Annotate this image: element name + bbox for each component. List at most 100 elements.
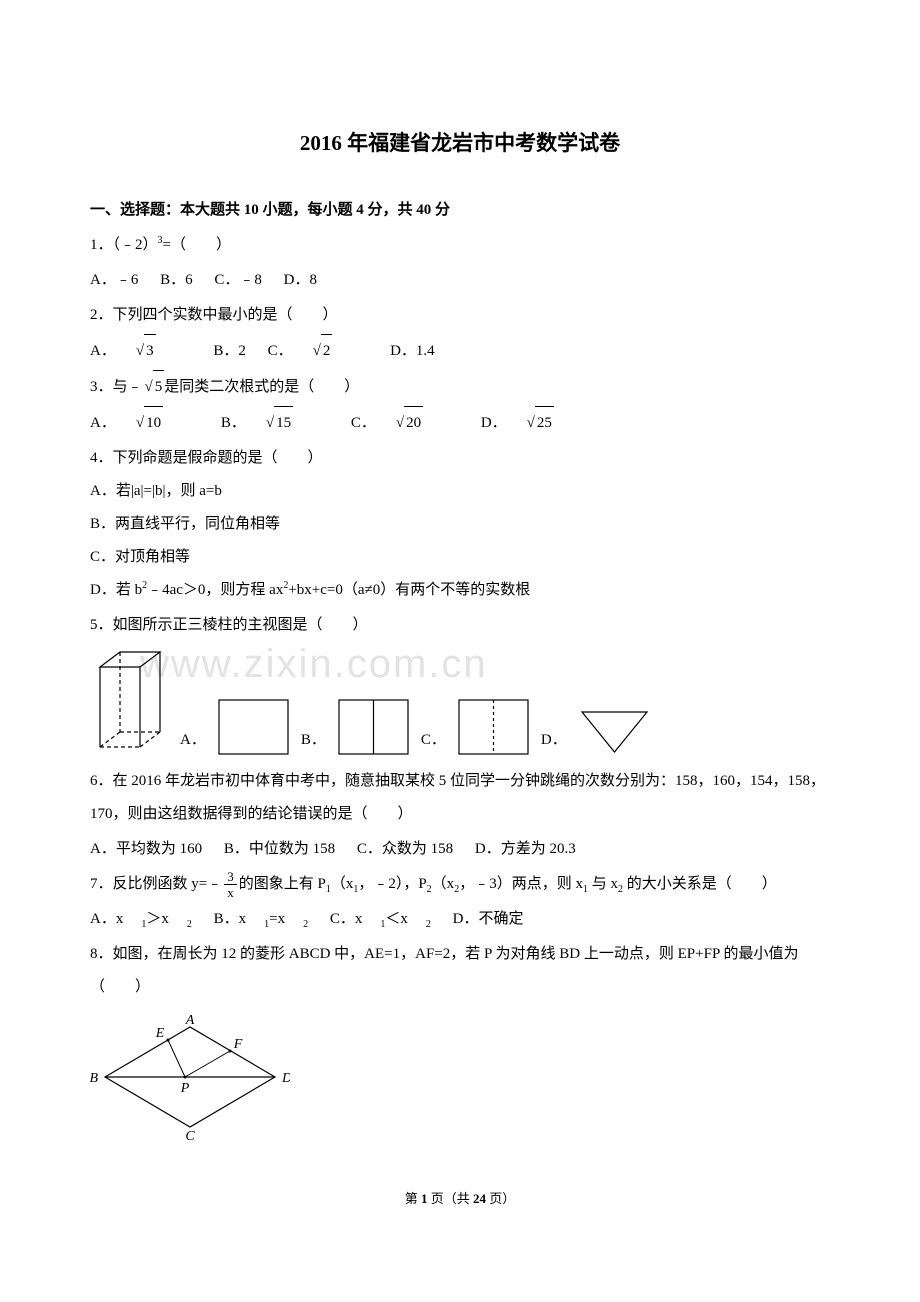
question-8: 8．如图，在周长为 12 的菱形 ABCD 中，AE=1，AF=2，若 P 为对… <box>90 938 830 1004</box>
q7-post: 的大小关系是（ ） <box>623 876 777 892</box>
q1-options: A．﹣6 B．6 C．﹣8 D．8 <box>90 264 830 297</box>
q2-optB: B．2 <box>213 343 246 359</box>
q3-pre: 3．与﹣ <box>90 379 143 395</box>
footer-post: 页） <box>486 1191 515 1206</box>
q5-optC-figure <box>456 697 531 757</box>
q7-p2b: ，﹣3）两点，则 x <box>459 876 583 892</box>
svg-text:F: F <box>233 1037 243 1052</box>
q3A-pre: A． <box>90 415 116 431</box>
q7-p1b: ，﹣2），P <box>358 876 426 892</box>
q7B-pre: B．x <box>214 911 247 927</box>
q1-optB: B．6 <box>160 272 193 288</box>
q3D-pre: D． <box>481 415 507 431</box>
sqrt-icon: 10 <box>134 406 181 440</box>
question-5: 5．如图所示正三棱柱的主视图是（ ） <box>90 609 830 642</box>
footer-pre: 第 <box>405 1191 421 1206</box>
q3-optD: D．25 <box>481 415 590 431</box>
q2C-pre: C． <box>268 343 293 359</box>
svg-text:C: C <box>185 1129 195 1142</box>
q7-optA: A．x1＞x2 <box>90 911 192 927</box>
q7-p2: （x <box>432 876 455 892</box>
q6-optB: B．中位数为 158 <box>224 841 335 857</box>
q2-optC: C．2 <box>268 343 369 359</box>
prism-figure <box>90 647 170 757</box>
question-7: 7．反比例函数 y=﹣3x的图象上有 P1（x1，﹣2），P2（x2，﹣3）两点… <box>90 868 830 901</box>
question-1: 1．（﹣2）3=（ ） <box>90 229 830 262</box>
question-3: 3．与﹣ 5是同类二次根式的是（ ） <box>90 370 830 404</box>
sqrt-icon: 25 <box>525 406 572 440</box>
q1-tail: =（ ） <box>163 237 231 253</box>
q5-optD-figure <box>577 707 652 757</box>
q7-optB: B．x1=x2 <box>214 911 308 927</box>
q7C-s2: 2 <box>426 919 431 930</box>
q2-options: A．3 B．2 C．2 D．1.4 <box>90 334 830 368</box>
q7-den: x <box>224 885 237 899</box>
exam-title: 2016 年福建省龙岩市中考数学试卷 <box>90 120 830 166</box>
q7C-pre: C．x <box>330 911 363 927</box>
q5-figures: A． B． C． D． <box>90 647 830 757</box>
q1-text: 1．（﹣2） <box>90 237 158 253</box>
q4D-post: +bx+c=0（a≠0）有两个不等的实数根 <box>288 582 530 598</box>
section-header: 一、选择题：本大题共 10 小题，每小题 4 分，共 40 分 <box>90 194 830 227</box>
q2A-pre: A． <box>90 343 116 359</box>
q7B-s2: 2 <box>303 919 308 930</box>
q7A-mid: ＞x <box>146 911 169 927</box>
q5-optB-figure <box>336 697 411 757</box>
q2-optD: D．1.4 <box>390 343 435 359</box>
rhombus-figure: A B C D E F P <box>90 1012 830 1155</box>
q3-post: 是同类二次根式的是（ ） <box>164 379 359 395</box>
q7-p1: （x <box>331 876 354 892</box>
q7-mid: 的图象上有 P <box>239 876 326 892</box>
q6-optA: A．平均数为 160 <box>90 841 202 857</box>
footer-mid: 页（共 <box>427 1191 473 1206</box>
q7-options: A．x1＞x2 B．x1=x2 C．x1＜x2 D．不确定 <box>90 903 830 936</box>
q4-optB: B．两直线平行，同位角相等 <box>90 508 830 541</box>
q3B-val: 15 <box>274 406 293 440</box>
q2C-val: 2 <box>321 334 333 368</box>
sqrt-icon: 20 <box>394 406 441 440</box>
q3-options: A．10 B．15 C．20 D．25 <box>90 406 830 440</box>
q3B-pre: B． <box>221 415 246 431</box>
q3C-val: 20 <box>404 406 423 440</box>
q3C-pre: C． <box>351 415 376 431</box>
q7-num: 3 <box>224 870 237 885</box>
q4D-mid: ﹣4ac＞0，则方程 ax <box>147 582 283 598</box>
q4-optC: C．对顶角相等 <box>90 541 830 574</box>
q5-optA-label: A． <box>180 724 206 757</box>
q5-optB-label: B． <box>301 724 326 757</box>
q7-optC: C．x1＜x2 <box>330 911 431 927</box>
page-footer: 第 1 页（共 24 页） <box>90 1185 830 1214</box>
sqrt-icon: 2 <box>311 334 351 368</box>
q6-optC: C．众数为 158 <box>357 841 453 857</box>
q4D-pre: D．若 b <box>90 582 142 598</box>
q5-optD-label: D． <box>541 724 567 757</box>
svg-text:D: D <box>281 1071 290 1086</box>
sqrt-icon: 3 <box>134 334 174 368</box>
q3-val: 5 <box>153 370 165 404</box>
q4-optD: D．若 b2﹣4ac＞0，则方程 ax2+bx+c=0（a≠0）有两个不等的实数… <box>90 574 830 607</box>
q7C-mid: ＜x <box>385 911 408 927</box>
question-2: 2．下列四个实数中最小的是（ ） <box>90 299 830 332</box>
q5-optC-label: C． <box>421 724 446 757</box>
q7B-mid: =x <box>269 911 285 927</box>
q6-options: A．平均数为 160 B．中位数为 158 C．众数为 158 D．方差为 20… <box>90 833 830 866</box>
q7-pre: 7．反比例函数 y=﹣ <box>90 876 222 892</box>
q3D-val: 25 <box>535 406 554 440</box>
q7A-s2: 2 <box>187 919 192 930</box>
svg-text:A: A <box>185 1013 195 1028</box>
q3-optA: A．10 <box>90 415 199 431</box>
footer-total: 24 <box>473 1191 486 1206</box>
q3-optC: C．20 <box>351 415 459 431</box>
q2-optA: A．3 <box>90 343 192 359</box>
fraction: 3x <box>224 870 237 899</box>
question-6: 6．在 2016 年龙岩市初中体育中考中，随意抽取某校 5 位同学一分钟跳绳的次… <box>90 765 830 831</box>
q6-optD: D．方差为 20.3 <box>475 841 576 857</box>
q7A-pre: A．x <box>90 911 123 927</box>
q2A-val: 3 <box>144 334 156 368</box>
sqrt-icon: 15 <box>264 406 311 440</box>
q1-optA: A．﹣6 <box>90 272 138 288</box>
q4-optA: A．若|a|=|b|，则 a=b <box>90 475 830 508</box>
q1-optD: D．8 <box>284 272 317 288</box>
svg-text:P: P <box>180 1081 190 1096</box>
q7-optD: D．不确定 <box>453 911 524 927</box>
